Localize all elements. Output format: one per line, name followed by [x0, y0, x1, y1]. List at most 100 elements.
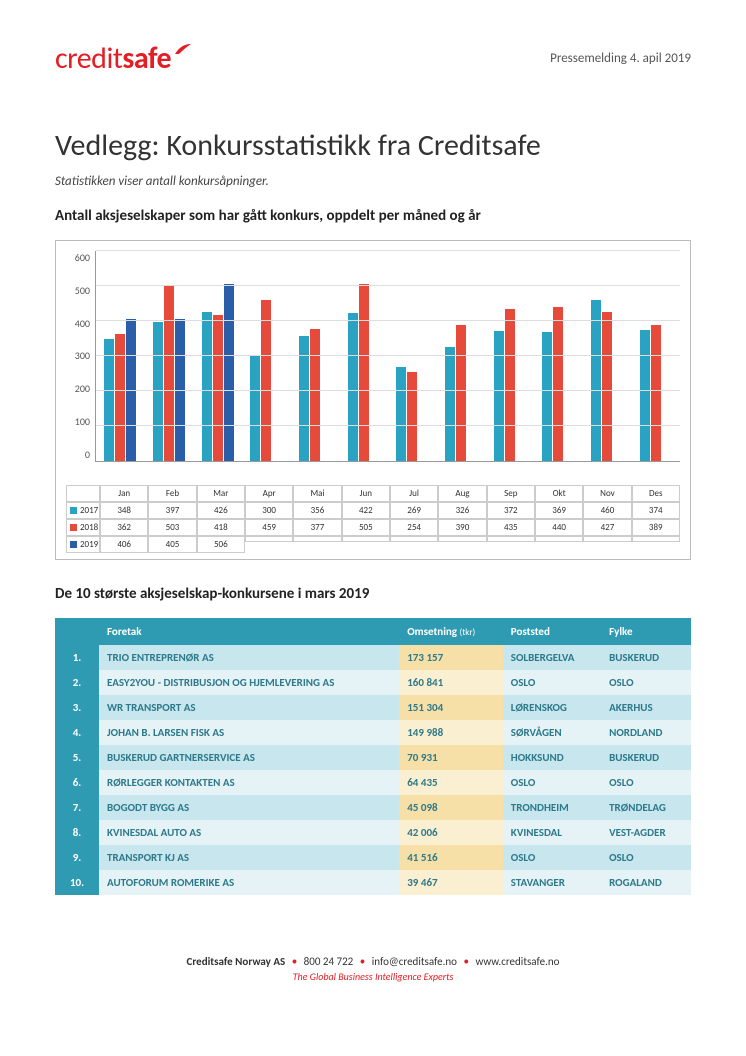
gridline [96, 285, 680, 286]
month-group [291, 251, 340, 461]
month-group [242, 251, 291, 461]
month-group [485, 251, 534, 461]
bar [505, 309, 515, 461]
bar [213, 315, 223, 461]
footer-url: www.creditsafe.no [475, 955, 559, 968]
revenue-cell: 160 841 [399, 670, 503, 695]
dt-value: 418 [197, 519, 245, 536]
footer-tagline: The Global Business Intelligence Experts [55, 970, 691, 983]
dt-value: 269 [390, 502, 438, 519]
footer-company: Creditsafe Norway AS [187, 955, 286, 968]
revenue-cell: 149 988 [399, 720, 503, 745]
revenue-cell: 70 931 [399, 745, 503, 770]
bar [542, 332, 552, 461]
fylke-cell: NORDLAND [601, 720, 691, 745]
legend-label: 2019 [80, 539, 98, 550]
poststed-cell: SOLBERGELVA [503, 645, 601, 670]
dt-value: 377 [293, 519, 341, 536]
logo-text-a: credit [55, 40, 122, 77]
legend-item: 2019 [66, 536, 100, 553]
chart-plot [95, 251, 680, 462]
bar [591, 300, 601, 461]
company-name-cell: TRANSPORT KJ AS [99, 845, 399, 870]
gridline [96, 425, 680, 426]
revenue-cell: 42 006 [399, 820, 503, 845]
y-tick-label: 0 [66, 448, 90, 461]
bar [310, 329, 320, 461]
fylke-cell: BUSKERUD [601, 645, 691, 670]
dt-value: 505 [342, 519, 390, 536]
bar [640, 330, 650, 461]
dt-value: 503 [148, 519, 196, 536]
month-label: Apr [245, 485, 293, 502]
dt-value [438, 536, 486, 542]
dot-icon: • [288, 955, 301, 968]
y-tick-label: 500 [66, 284, 90, 297]
y-tick-label: 400 [66, 317, 90, 330]
bar [359, 284, 369, 461]
month-group [583, 251, 632, 461]
dt-value: 362 [100, 519, 148, 536]
revenue-cell: 173 157 [399, 645, 503, 670]
month-label: Mai [293, 485, 341, 502]
poststed-cell: SØRVÅGEN [503, 720, 601, 745]
revenue-cell: 39 467 [399, 870, 503, 895]
table-row: 3.WR TRANSPORT AS151 304LØRENSKOGAKERHUS [55, 695, 691, 720]
revenue-cell: 64 435 [399, 770, 503, 795]
y-tick-label: 200 [66, 382, 90, 395]
rank-cell: 8. [55, 820, 99, 845]
chart-data-table: 201720182019Jan348362406Feb397503405Mar4… [66, 485, 680, 553]
logo-swoosh-icon [173, 42, 193, 56]
dt-value: 369 [535, 502, 583, 519]
bar [456, 325, 466, 462]
month-group [145, 251, 194, 461]
bar [164, 285, 174, 461]
rank-cell: 2. [55, 670, 99, 695]
dt-value [583, 536, 631, 542]
month-label: Jan [100, 485, 148, 502]
bar [115, 334, 125, 461]
logo-text-b: safe [122, 40, 171, 77]
fylke-cell: BUSKERUD [601, 745, 691, 770]
dt-value: 356 [293, 502, 341, 519]
dt-value: 426 [197, 502, 245, 519]
rank-cell: 1. [55, 645, 99, 670]
legend-label: 2018 [80, 522, 98, 533]
month-group [193, 251, 242, 461]
dt-value [245, 536, 293, 542]
month-label: Feb [148, 485, 196, 502]
dt-value [293, 536, 341, 542]
rank-cell: 4. [55, 720, 99, 745]
chart-heading: Antall aksjeselskaper som har gått konku… [55, 207, 691, 225]
dt-value: 506 [197, 536, 245, 553]
poststed-cell: OSLO [503, 845, 601, 870]
company-name-cell: AUTOFORUM ROMERIKE AS [99, 870, 399, 895]
fylke-cell: TRØNDELAG [601, 795, 691, 820]
subtitle: Statistikken viser antall konkursåpninge… [55, 174, 691, 189]
dt-value [390, 536, 438, 542]
fylke-cell: ROGALAND [601, 870, 691, 895]
table-row: 9.TRANSPORT KJ AS41 516OSLOOSLO [55, 845, 691, 870]
poststed-cell: KVINESDAL [503, 820, 601, 845]
month-label: Nov [583, 485, 631, 502]
table-row: 5.BUSKERUD GARTNERSERVICE AS70 931HOKKSU… [55, 745, 691, 770]
dt-value: 300 [245, 502, 293, 519]
poststed-cell: OSLO [503, 670, 601, 695]
dt-value: 427 [583, 519, 631, 536]
dt-value [535, 536, 583, 542]
fylke-cell: AKERHUS [601, 695, 691, 720]
y-tick-label: 600 [66, 251, 90, 264]
dot-icon: • [459, 955, 472, 968]
bar [261, 300, 271, 461]
rank-cell: 6. [55, 770, 99, 795]
y-tick-label: 300 [66, 349, 90, 362]
legend-label: 2017 [80, 505, 98, 516]
month-group [339, 251, 388, 461]
dt-value: 390 [438, 519, 486, 536]
legend-swatch-icon [70, 524, 77, 531]
revenue-cell: 45 098 [399, 795, 503, 820]
poststed-cell: HOKKSUND [503, 745, 601, 770]
dt-value: 422 [342, 502, 390, 519]
company-name-cell: BUSKERUD GARTNERSERVICE AS [99, 745, 399, 770]
month-label: Aug [438, 485, 486, 502]
